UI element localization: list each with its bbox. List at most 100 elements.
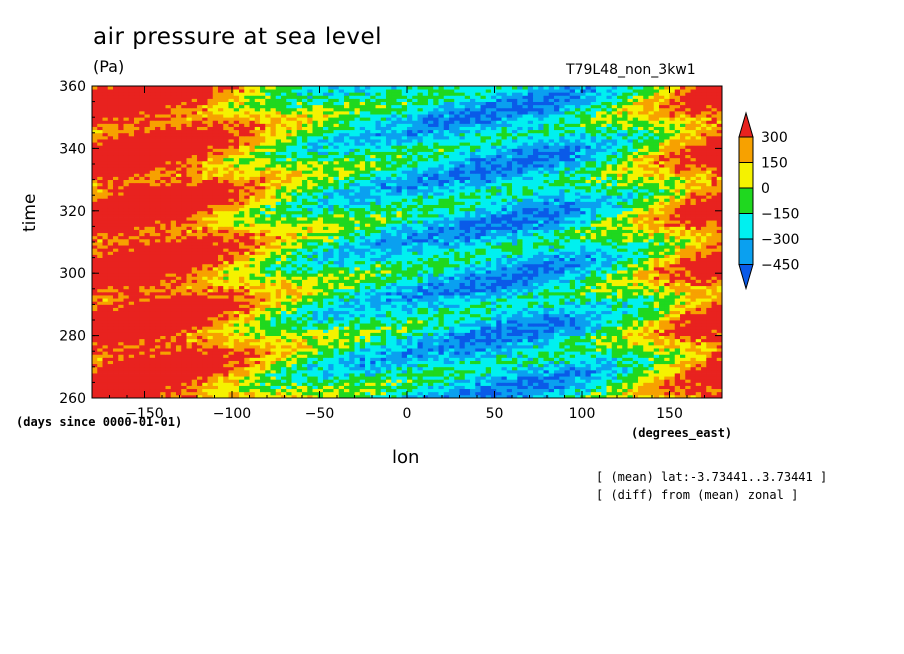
heatmap-cell	[223, 313, 229, 318]
heatmap-cell	[181, 329, 187, 333]
heatmap-cell	[496, 363, 502, 368]
heatmap-cell	[333, 282, 340, 287]
heatmap-cell	[690, 273, 697, 277]
heatmap-cell	[706, 388, 712, 393]
heatmap-cell	[386, 335, 392, 340]
heatmap-cell	[438, 326, 445, 330]
heatmap-cell	[270, 394, 277, 399]
heatmap-cell	[244, 316, 250, 321]
heatmap-cell	[538, 276, 544, 280]
heatmap-cell	[113, 335, 119, 340]
heatmap-cell	[527, 385, 534, 390]
heatmap-cell	[648, 285, 655, 290]
heatmap-cell	[396, 304, 403, 308]
heatmap-cell	[643, 298, 649, 302]
heatmap-cell	[428, 363, 434, 368]
heatmap-cell	[407, 332, 413, 336]
heatmap-cell	[218, 373, 224, 377]
heatmap-cell	[349, 313, 355, 318]
heatmap-cell	[422, 354, 429, 358]
heatmap-cell	[370, 394, 376, 399]
heatmap-cell	[643, 295, 649, 299]
heatmap-cell	[533, 369, 539, 374]
heatmap-cell	[328, 291, 334, 296]
heatmap-cell	[433, 373, 439, 377]
heatmap-cell	[181, 351, 187, 355]
heatmap-cell	[128, 288, 135, 293]
heatmap-cell	[281, 360, 287, 365]
heatmap-cell	[186, 266, 193, 271]
heatmap-cell	[333, 329, 340, 333]
heatmap-cell	[149, 373, 156, 377]
heatmap-cell	[470, 288, 476, 293]
heatmap-cell	[92, 363, 98, 368]
heatmap-cell	[286, 320, 292, 324]
heatmap-cell	[407, 348, 413, 352]
heatmap-cell	[249, 301, 256, 305]
heatmap-cell	[265, 338, 271, 343]
heatmap-cell	[212, 388, 219, 393]
heatmap-cell	[674, 382, 681, 386]
heatmap-cell	[107, 348, 114, 352]
heatmap-cell	[590, 301, 597, 305]
heatmap-cell	[643, 382, 649, 386]
heatmap-cell	[139, 270, 145, 274]
heatmap-cell	[475, 288, 481, 293]
heatmap-cell	[428, 295, 434, 299]
heatmap-cell	[690, 291, 697, 296]
heatmap-cell	[643, 388, 649, 393]
heatmap-cell	[228, 357, 235, 361]
heatmap-cell	[254, 298, 261, 302]
heatmap-cell	[380, 366, 387, 371]
heatmap-cell	[538, 391, 544, 396]
heatmap-cell	[317, 369, 324, 374]
heatmap-cell	[328, 382, 334, 386]
heatmap-cell	[622, 338, 628, 343]
heatmap-cell	[312, 388, 319, 393]
heatmap-cell	[669, 363, 676, 368]
heatmap-cell	[349, 291, 355, 296]
heatmap-cell	[107, 357, 114, 361]
heatmap-cell	[538, 385, 544, 390]
heatmap-cell	[422, 338, 429, 343]
heatmap-cell	[417, 266, 424, 271]
heatmap-cell	[585, 363, 592, 368]
heatmap-cell	[659, 323, 665, 327]
heatmap-cell	[638, 344, 644, 349]
heatmap-cell	[517, 354, 523, 358]
heatmap-cell	[212, 379, 219, 383]
heatmap-cell	[375, 338, 382, 343]
heatmap-cell	[659, 273, 665, 277]
heatmap-cell	[711, 276, 718, 280]
heatmap-cell	[212, 366, 219, 371]
heatmap-cell	[386, 326, 392, 330]
heatmap-cell	[533, 354, 539, 358]
heatmap-cell	[270, 373, 277, 377]
heatmap-cell	[207, 394, 214, 399]
heatmap-cell	[107, 385, 114, 390]
heatmap-cell	[443, 363, 450, 368]
heatmap-cell	[522, 310, 529, 315]
heatmap-cell	[165, 376, 172, 380]
heatmap-cell	[690, 385, 697, 390]
heatmap-cell	[611, 304, 618, 308]
heatmap-cell	[564, 385, 571, 390]
heatmap-cell	[659, 360, 665, 365]
heatmap-cell	[270, 313, 277, 318]
heatmap-cell	[359, 270, 366, 274]
heatmap-cell	[359, 304, 366, 308]
heatmap-cell	[375, 391, 382, 396]
heatmap-cell	[134, 394, 140, 399]
heatmap-cell	[260, 270, 266, 274]
heatmap-cell	[281, 298, 287, 302]
heatmap-cell	[307, 310, 313, 315]
heatmap-cell	[228, 276, 235, 280]
heatmap-cell	[181, 391, 187, 396]
heatmap-cell	[391, 388, 397, 393]
heatmap-cell	[228, 341, 235, 346]
heatmap-cell	[396, 366, 403, 371]
heatmap-cell	[354, 335, 361, 340]
heatmap-cell	[648, 320, 655, 324]
heatmap-cell	[527, 273, 534, 277]
heatmap-cell	[517, 291, 523, 296]
